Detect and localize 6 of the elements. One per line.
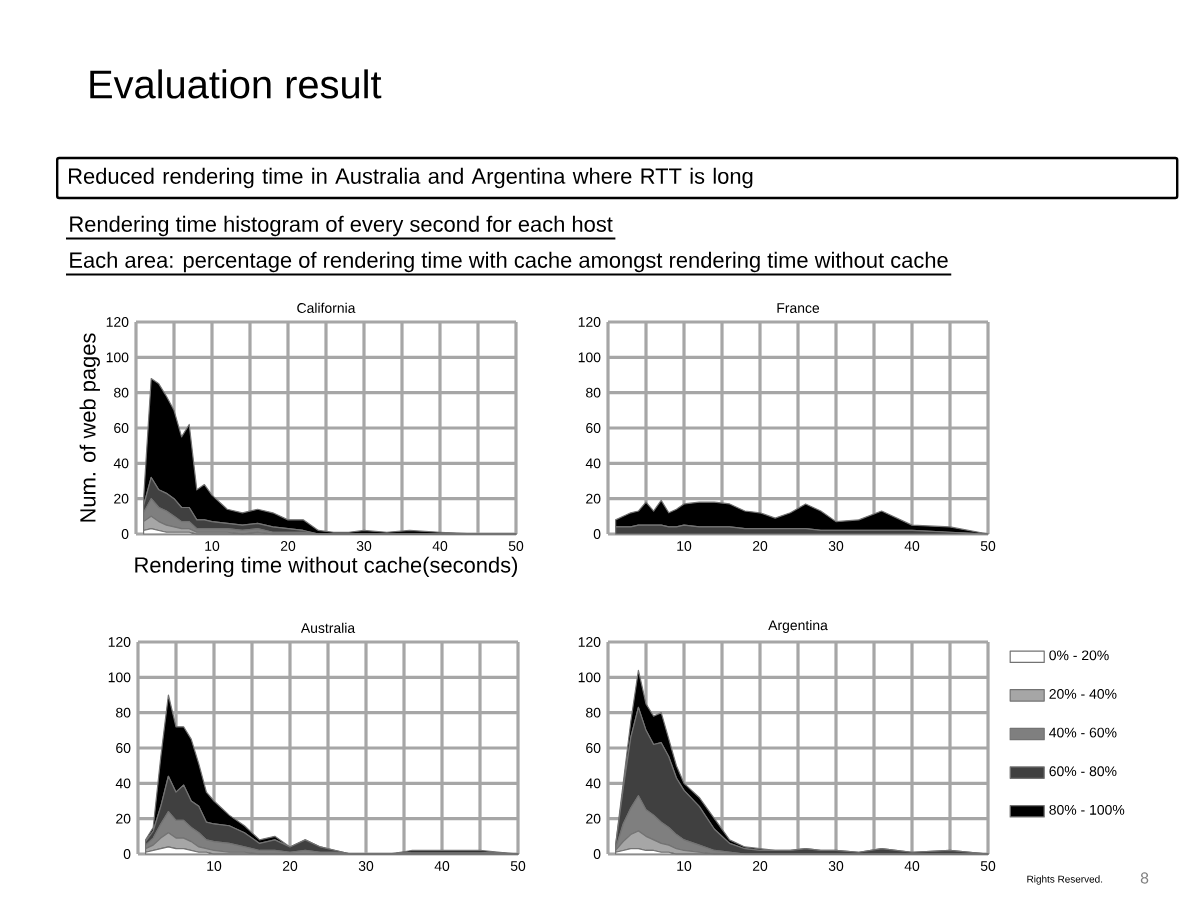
text: Each area: percentage of rendering time with cache amongst rendering time without cache (70, 251, 948, 273)
text: Reduced rendering time in Australia and Argentina where RTT is long (69, 167, 753, 189)
text: Evaluation result (90, 69, 382, 99)
x-axis-title: Rendering time without cache(seconds) (135, 556, 518, 578)
text: Rendering time histogram of every second for each host (70, 215, 613, 237)
y-axis-title: Num. of web pages (79, 333, 100, 522)
